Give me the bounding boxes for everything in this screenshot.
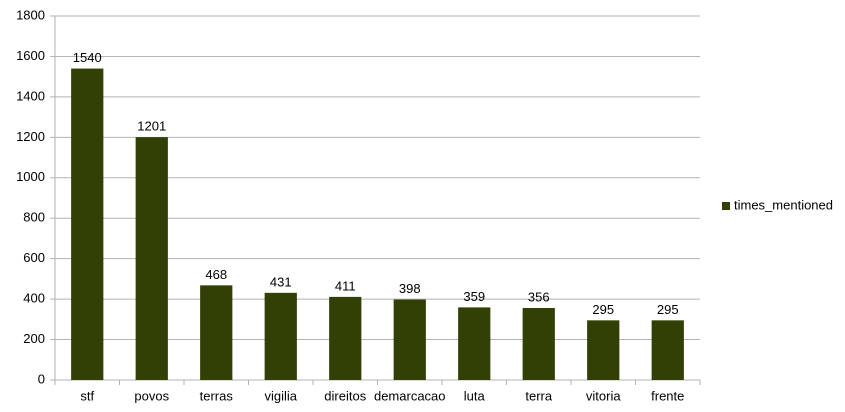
- x-tick-label: povos: [134, 388, 169, 403]
- bar: [135, 137, 168, 380]
- y-tick-label: 200: [23, 331, 45, 346]
- bar: [587, 320, 620, 380]
- y-tick-label: 600: [23, 250, 45, 265]
- value-label: 359: [463, 289, 485, 304]
- value-label: 411: [335, 278, 356, 293]
- x-tick-label: demarcacao: [374, 388, 446, 403]
- y-tick-label: 1000: [16, 169, 45, 184]
- x-tick-label: vitoria: [586, 388, 621, 403]
- bar: [651, 320, 684, 380]
- value-label: 295: [592, 302, 614, 317]
- y-tick-label: 1200: [16, 129, 45, 144]
- legend-label: times_mentioned: [734, 197, 833, 212]
- y-tick-label: 800: [23, 210, 45, 225]
- legend-swatch: [722, 202, 730, 210]
- value-label: 468: [205, 267, 227, 282]
- x-tick-label: direitos: [324, 388, 366, 403]
- bar: [329, 296, 362, 380]
- y-tick-label: 400: [23, 291, 45, 306]
- bar: [522, 308, 555, 380]
- bar: [71, 68, 104, 381]
- x-tick-label: luta: [464, 388, 486, 403]
- x-tick-label: frente: [651, 388, 684, 403]
- value-label: 295: [657, 302, 679, 317]
- value-label: 1201: [137, 119, 166, 134]
- bar: [393, 299, 426, 380]
- value-label: 356: [528, 289, 550, 304]
- y-tick-label: 0: [38, 371, 45, 386]
- x-tick-label: stf: [80, 388, 94, 403]
- bar: [264, 292, 297, 380]
- y-tick-label: 1800: [16, 7, 45, 22]
- x-tick-label: vigilia: [264, 388, 297, 403]
- x-tick-label: terra: [525, 388, 553, 403]
- x-tick-label: terras: [200, 388, 234, 403]
- y-tick-label: 1400: [16, 88, 45, 103]
- value-label: 398: [399, 281, 421, 296]
- bar: [458, 307, 491, 380]
- value-label: 1540: [73, 50, 102, 65]
- y-tick-label: 1600: [16, 48, 45, 63]
- value-label: 431: [270, 274, 292, 289]
- bar: [200, 285, 233, 380]
